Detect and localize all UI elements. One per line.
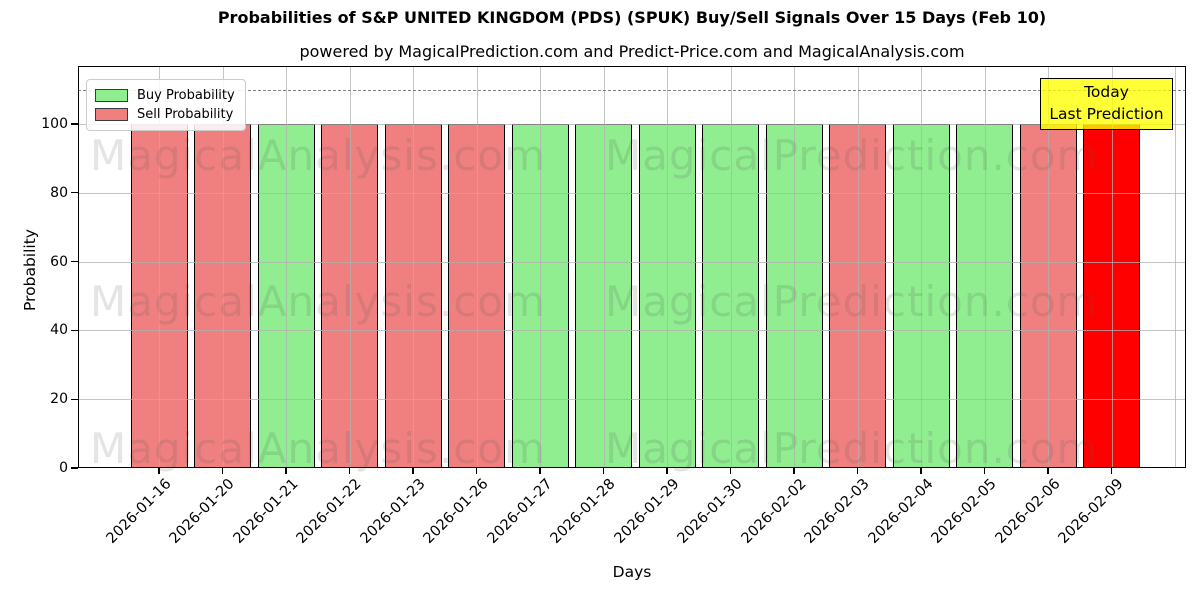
x-tick-label: 2026-01-27: [484, 476, 556, 547]
sell-probability-swatch: [95, 108, 128, 121]
x-tick-label: 2026-01-29: [611, 476, 683, 547]
x-tick: [412, 468, 414, 474]
v-gridline: [794, 66, 795, 468]
dashed-threshold-line: [78, 89, 1186, 91]
x-tick-label: 2026-01-16: [103, 476, 175, 547]
today-annotation-line2: Last Prediction: [1049, 105, 1164, 123]
x-tick-label: 2026-01-23: [357, 476, 429, 547]
x-tick: [1047, 468, 1049, 474]
x-tick-label: 2026-02-06: [992, 476, 1064, 547]
x-tick-label: 2026-02-03: [801, 476, 873, 547]
v-gridline: [1048, 66, 1049, 468]
legend-label-buy: Buy Probability: [137, 88, 235, 103]
x-tick-label: 2026-01-30: [674, 476, 746, 547]
x-tick: [920, 468, 922, 474]
x-tick: [158, 468, 160, 474]
y-tick: [71, 398, 78, 400]
h-gridline: [78, 124, 1186, 125]
h-gridline: [78, 192, 1186, 194]
x-tick-label: 2026-02-02: [738, 476, 810, 547]
y-tick: [71, 260, 78, 263]
y-tick-label: 100: [41, 116, 68, 132]
v-gridline: [603, 66, 605, 468]
v-gridline: [222, 66, 224, 468]
h-gridline: [78, 330, 1186, 332]
legend: Buy Probability Sell Probability: [86, 79, 246, 131]
h-gridline: [78, 261, 1186, 263]
x-tick: [348, 468, 351, 474]
x-tick: [729, 468, 732, 474]
x-tick: [475, 468, 478, 474]
x-tick: [666, 468, 668, 474]
v-gridline: [349, 66, 351, 468]
v-gridline: [159, 66, 160, 468]
chart-subtitle: powered by MagicalPrediction.com and Pre…: [299, 42, 965, 61]
v-gridline: [1175, 66, 1176, 468]
v-gridline: [857, 66, 859, 468]
y-tick: [71, 123, 78, 125]
x-tick-label: 2026-01-26: [420, 476, 492, 547]
plot-area: MagicalAnalysis.comMagicalPrediction.com…: [78, 66, 1186, 473]
v-gridline: [921, 66, 922, 468]
v-gridline: [1111, 66, 1113, 468]
v-gridline: [667, 66, 668, 468]
x-tick: [856, 468, 859, 474]
v-gridline: [413, 66, 414, 468]
legend-entry-sell: Sell Probability: [95, 105, 235, 124]
x-tick-label: 2026-02-04: [865, 476, 937, 547]
x-tick-label: 2026-02-09: [1055, 476, 1127, 547]
y-tick: [71, 467, 78, 469]
x-tick-label: 2026-01-20: [166, 476, 238, 547]
h-gridline: [78, 399, 1186, 401]
chart-title: Probabilities of S&P UNITED KINGDOM (PDS…: [217, 8, 1047, 27]
y-tick-label: 20: [50, 391, 68, 408]
y-axis-label: Probability: [21, 229, 39, 311]
y-tick-label: 40: [50, 322, 68, 339]
v-gridline: [730, 66, 732, 468]
y-tick-label: 80: [50, 184, 68, 201]
x-tick: [602, 468, 605, 474]
v-gridline: [476, 66, 478, 468]
today-annotation-line1: Today: [1084, 83, 1129, 101]
buy-probability-swatch: [95, 89, 128, 102]
v-gridline: [984, 66, 986, 468]
legend-label-sell: Sell Probability: [137, 107, 234, 122]
y-tick-label: 60: [50, 253, 68, 270]
y-tick-label: 0: [59, 460, 68, 476]
y-tick: [71, 329, 78, 332]
x-tick: [539, 468, 541, 474]
x-tick: [1110, 468, 1113, 474]
x-tick: [221, 468, 224, 474]
x-tick: [793, 468, 795, 474]
today-annotation: Today Last Prediction: [1040, 78, 1173, 130]
x-tick: [285, 468, 287, 474]
x-tick: [983, 468, 986, 474]
y-tick: [71, 192, 78, 194]
v-gridline: [540, 66, 541, 468]
x-tick-label: 2026-01-28: [547, 476, 619, 547]
x-axis-label: Days: [612, 563, 652, 581]
legend-entry-buy: Buy Probability: [95, 86, 235, 105]
x-tick-label: 2026-02-05: [928, 476, 1000, 547]
x-tick-label: 2026-01-21: [230, 476, 302, 547]
v-gridline: [286, 66, 287, 468]
x-tick-label: 2026-01-22: [293, 476, 365, 547]
